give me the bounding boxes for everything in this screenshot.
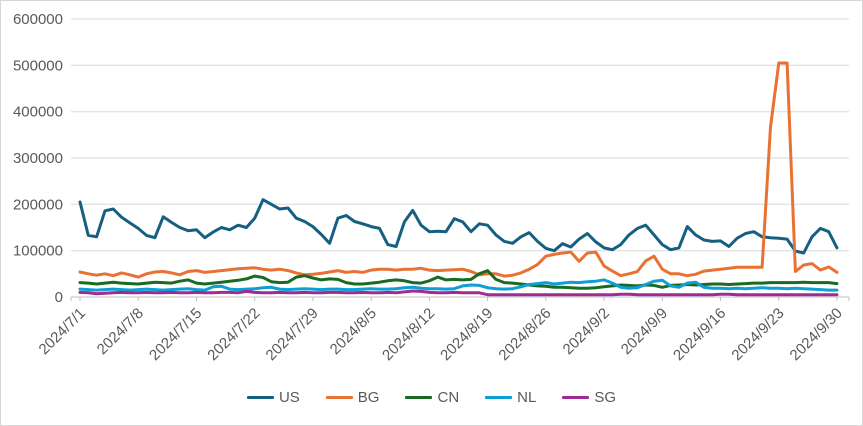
y-axis-tick-label: 500000 — [13, 57, 63, 74]
y-axis-tick-label: 300000 — [13, 150, 63, 167]
legend-item-bg: BG — [325, 389, 380, 406]
x-axis-tick-label: 2024/9/23 — [728, 305, 787, 364]
y-axis-tick-label: 100000 — [13, 243, 63, 260]
legend-item-sg: SG — [562, 390, 616, 405]
sg-line-swatch — [562, 396, 590, 399]
nl-line-swatch — [485, 396, 513, 399]
series-line-cn — [78, 269, 839, 290]
legend-label-cn: CN — [437, 389, 460, 406]
x-axis-tick-label: 2024/7/8 — [94, 305, 147, 358]
x-axis-tick-label: 2024/7/29 — [263, 305, 322, 364]
x-axis-tick-label: 2024/9/2 — [560, 305, 613, 358]
legend-label-us: US — [278, 389, 300, 406]
y-axis-tick-label: 600000 — [13, 11, 63, 28]
y-axis-tick-label: 0 — [55, 289, 63, 306]
bg-line-swatch — [325, 396, 353, 399]
series-line-nl — [78, 278, 839, 292]
cn-line-swatch — [405, 396, 433, 399]
legend-item-nl: NL — [485, 390, 536, 405]
series-line-us — [78, 198, 839, 255]
x-axis-tick-label: 2024/9/30 — [787, 305, 846, 364]
legend-item-us: US — [246, 389, 300, 406]
x-axis-tick-label: 2024/9/9 — [618, 305, 671, 358]
chart-legend: US BG CN NL SG — [1, 390, 862, 405]
x-axis-tick-label: 2024/7/15 — [146, 305, 205, 364]
us-line-swatch — [246, 396, 274, 399]
legend-label-nl: NL — [517, 389, 537, 406]
series-line-sg — [78, 289, 839, 297]
x-axis-tick-label: 2024/8/19 — [437, 305, 496, 364]
x-axis-tick-label: 2024/8/26 — [495, 305, 554, 364]
x-axis-tick-label: 2024/8/12 — [379, 305, 438, 364]
x-axis-tick-label: 2024/7/1 — [36, 305, 89, 358]
y-axis-tick-label: 400000 — [13, 104, 63, 121]
x-axis-tick-label: 2024/7/22 — [204, 305, 263, 364]
x-axis-tick-label: 2024/8/5 — [327, 305, 380, 358]
y-axis-tick-label: 200000 — [13, 196, 63, 213]
legend-label-sg: SG — [594, 389, 617, 406]
series-line-bg — [78, 61, 839, 279]
x-axis-tick-label: 2024/9/16 — [670, 305, 729, 364]
legend-label-bg: BG — [357, 389, 380, 406]
legend-item-cn: CN — [405, 390, 459, 405]
